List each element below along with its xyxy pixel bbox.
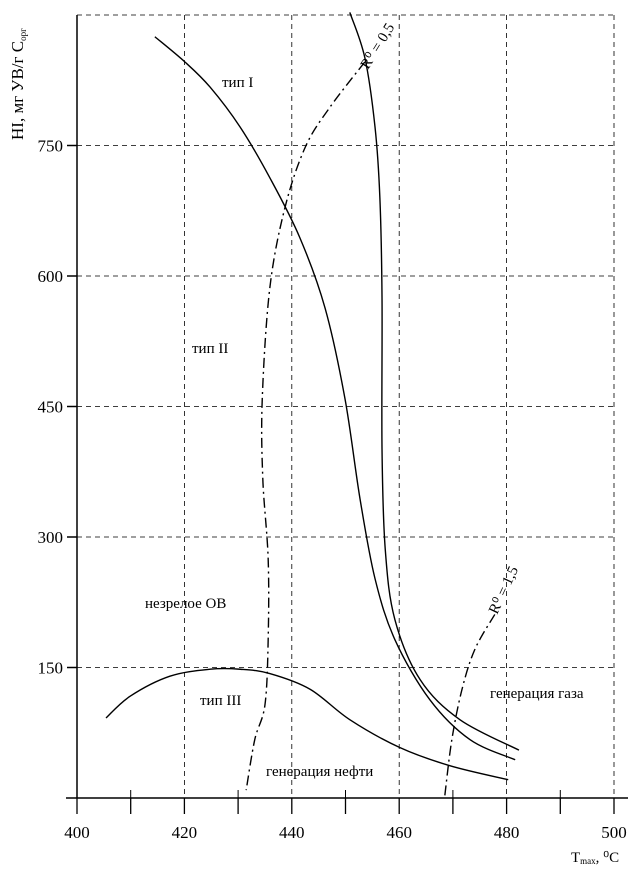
label-type2: тип II: [192, 341, 228, 357]
series-line-2: [105, 667, 509, 781]
y-tick-label: 450: [38, 398, 64, 417]
x-tick-label: 460: [386, 823, 412, 842]
label-r15: R⁰ = 1,5: [486, 564, 522, 617]
x-tick-label: 400: [64, 823, 90, 842]
x-tick-label: 500: [601, 823, 627, 842]
y-tick-label: 300: [38, 528, 64, 547]
y-tick-label: 600: [38, 267, 64, 286]
label-r05: R⁰ = 0,5: [358, 21, 398, 73]
label-oil-generation: генерация нефти: [266, 764, 373, 780]
axes: 400 420 440 460 480 500 150 300 450 600 750: [38, 15, 628, 842]
series-line-1: [154, 36, 516, 761]
grid: [77, 14, 615, 798]
series-line-3: [245, 61, 366, 791]
curves: [105, 12, 520, 796]
label-type3: тип III: [200, 693, 241, 709]
label-immature: незрелое ОВ: [145, 596, 226, 612]
series-line-0: [349, 12, 520, 751]
y-tick-label: 150: [38, 659, 64, 678]
y-tick-label: 750: [38, 137, 64, 156]
y-axis-label: HI, мг УВ/г Cорг: [8, 28, 28, 140]
x-tick-label: 420: [172, 823, 198, 842]
x-tick-label: 440: [279, 823, 305, 842]
label-gas-generation: генерация газа: [490, 686, 584, 702]
x-axis-label: Tmax, ⁰C: [571, 850, 619, 866]
series-line-4: [444, 614, 496, 796]
label-type1: тип I: [222, 75, 253, 91]
x-tick-label: 480: [494, 823, 520, 842]
